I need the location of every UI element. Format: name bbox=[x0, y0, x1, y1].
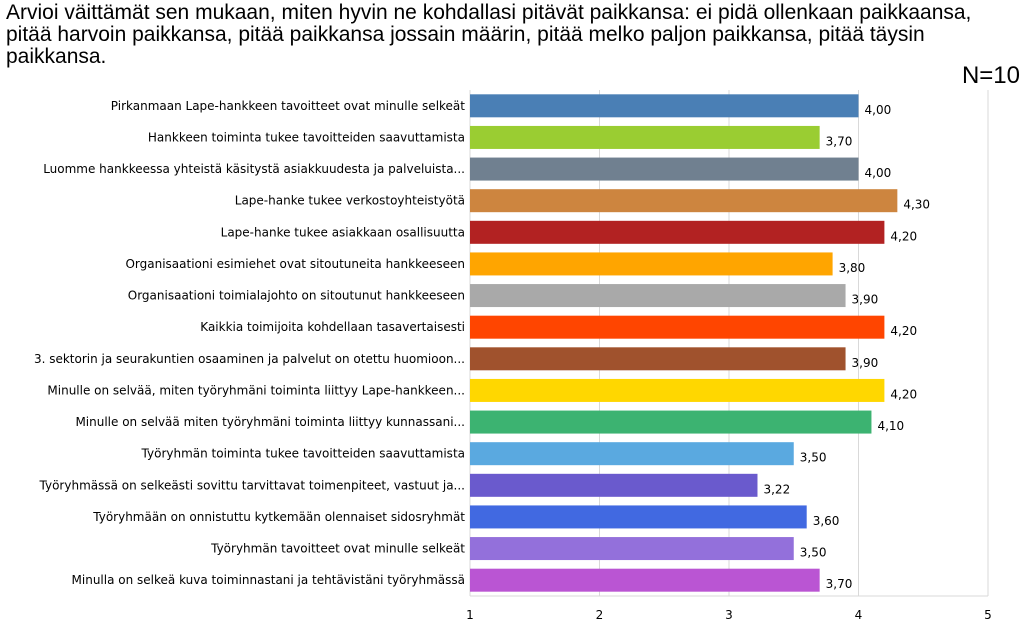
bar bbox=[470, 473, 758, 497]
bar bbox=[470, 125, 820, 149]
category-label: Minulle on selvää miten työryhmäni toimi… bbox=[75, 415, 465, 429]
category-label: Kaikkia toimijoita kohdellaan tasavertai… bbox=[200, 320, 465, 334]
category-label: Työryhmän tavoitteet ovat minulle selkeä… bbox=[210, 542, 465, 556]
bar bbox=[470, 347, 846, 371]
x-tick-label: 1 bbox=[466, 608, 474, 622]
bar bbox=[470, 189, 898, 213]
data-label: 4,20 bbox=[890, 387, 917, 401]
data-label: 3,22 bbox=[763, 482, 790, 496]
x-tick-label: 3 bbox=[725, 608, 733, 622]
bar bbox=[470, 157, 859, 181]
data-label: 3,90 bbox=[852, 356, 879, 370]
bar bbox=[470, 94, 859, 118]
bar bbox=[470, 220, 885, 244]
bar bbox=[470, 378, 885, 402]
category-label: Luomme hankkeessa yhteistä käsitystä asi… bbox=[43, 162, 465, 176]
category-label: Organisaationi esimiehet ovat sitoutunei… bbox=[125, 257, 465, 271]
category-label: Minulla on selkeä kuva toiminnastani ja … bbox=[72, 573, 465, 587]
bar bbox=[470, 537, 794, 561]
data-label: 4,00 bbox=[865, 103, 892, 117]
bar bbox=[470, 410, 872, 434]
data-label: 4,00 bbox=[865, 166, 892, 180]
category-label: Työryhmän toiminta tukee tavoitteiden sa… bbox=[141, 447, 465, 461]
data-label: 4,30 bbox=[903, 198, 930, 212]
bar bbox=[470, 568, 820, 592]
bar bbox=[470, 284, 846, 308]
bar bbox=[470, 442, 794, 466]
x-tick-label: 2 bbox=[596, 608, 604, 622]
data-label: 4,20 bbox=[890, 324, 917, 338]
data-label: 3,50 bbox=[800, 546, 827, 560]
bar bbox=[470, 505, 807, 529]
category-label: 3. sektorin ja seurakuntien osaaminen ja… bbox=[34, 352, 465, 366]
category-label: Minulle on selvää, miten työryhmäni toim… bbox=[47, 383, 465, 397]
data-label: 3,70 bbox=[826, 134, 853, 148]
category-label: Lape-hanke tukee verkostoyhteistyötä bbox=[235, 194, 465, 208]
chart-title: Arvioi väittämät sen mukaan, miten hyvin… bbox=[6, 1, 972, 68]
category-label: Hankkeen toiminta tukee tavoitteiden saa… bbox=[148, 130, 465, 144]
data-label: 3,60 bbox=[813, 514, 840, 528]
data-label: 4,20 bbox=[890, 229, 917, 243]
bar bbox=[470, 252, 833, 276]
sample-size-label: N=10 bbox=[961, 62, 1020, 89]
category-label: Työryhmään on onnistuttu kytkemään olenn… bbox=[92, 510, 465, 524]
x-tick-label: 4 bbox=[855, 608, 863, 622]
data-label: 3,70 bbox=[826, 577, 853, 591]
data-label: 3,80 bbox=[839, 261, 866, 275]
data-label: 3,90 bbox=[852, 293, 879, 307]
data-label: 4,10 bbox=[877, 419, 904, 433]
bar bbox=[470, 315, 885, 339]
category-label: Organisaationi toimialajohto on sitoutun… bbox=[128, 289, 465, 303]
category-label: Työryhmässä on selkeästi sovittu tarvitt… bbox=[39, 478, 465, 492]
data-label: 3,50 bbox=[800, 451, 827, 465]
x-tick-label: 5 bbox=[984, 608, 992, 622]
category-label: Lape-hanke tukee asiakkaan osallisuutta bbox=[221, 225, 465, 239]
category-label: Pirkanmaan Lape-hankkeen tavoitteet ovat… bbox=[111, 99, 466, 113]
